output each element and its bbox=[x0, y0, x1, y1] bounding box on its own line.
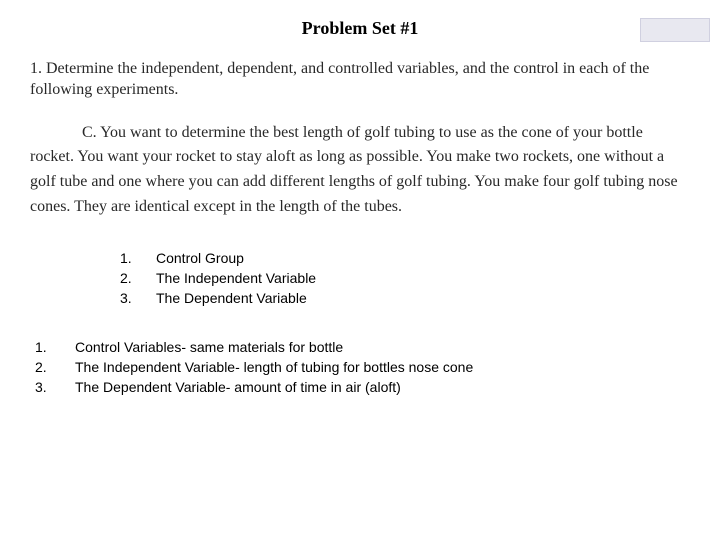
blanks-list: 1. Control Group 2. The Independent Vari… bbox=[120, 248, 720, 309]
item-label: The Independent Variable- length of tubi… bbox=[75, 357, 473, 377]
list-item: 1. Control Variables- same materials for… bbox=[35, 337, 720, 357]
list-item: 2. The Independent Variable- length of t… bbox=[35, 357, 720, 377]
problem-c-text: C. You want to determine the best length… bbox=[30, 121, 690, 220]
item-number: 2. bbox=[120, 268, 156, 288]
answers-section: 1. Control Group 2. The Independent Vari… bbox=[0, 248, 720, 398]
item-number: 3. bbox=[120, 288, 156, 308]
list-item: 1. Control Group bbox=[120, 248, 720, 268]
list-item: 3. The Dependent Variable- amount of tim… bbox=[35, 377, 720, 397]
item-label: The Independent Variable bbox=[156, 268, 316, 288]
list-item: 2. The Independent Variable bbox=[120, 268, 720, 288]
item-number: 2. bbox=[35, 357, 75, 377]
answers-list: 1. Control Variables- same materials for… bbox=[35, 337, 720, 398]
item-label: Control Variables- same materials for bo… bbox=[75, 337, 343, 357]
corner-decoration bbox=[640, 18, 710, 42]
item-number: 3. bbox=[35, 377, 75, 397]
item-label: The Dependent Variable bbox=[156, 288, 307, 308]
item-number: 1. bbox=[35, 337, 75, 357]
page-title: Problem Set #1 bbox=[0, 18, 720, 39]
instruction-text: 1. Determine the independent, dependent,… bbox=[30, 59, 690, 101]
item-label: Control Group bbox=[156, 248, 244, 268]
list-item: 3. The Dependent Variable bbox=[120, 288, 720, 308]
item-label: The Dependent Variable- amount of time i… bbox=[75, 377, 401, 397]
problem-c-body: C. You want to determine the best length… bbox=[30, 124, 678, 215]
item-number: 1. bbox=[120, 248, 156, 268]
